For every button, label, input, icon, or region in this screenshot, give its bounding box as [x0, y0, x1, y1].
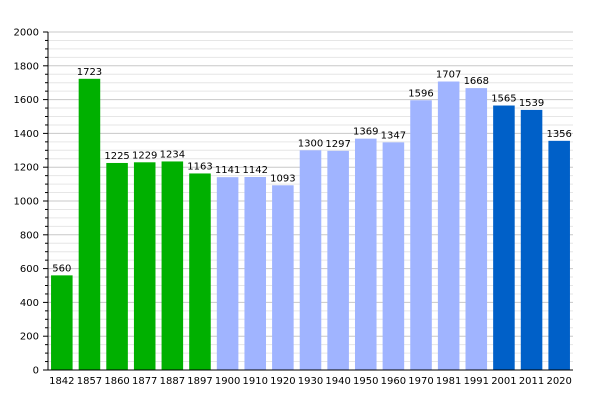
- bar-1877: [133, 162, 156, 370]
- data-label-1940: 1297: [325, 139, 350, 150]
- bar-1900: [216, 177, 239, 370]
- x-tick-label-2001: 2001: [491, 376, 516, 387]
- x-tick-label-1940: 1940: [325, 376, 350, 387]
- bar-1897: [189, 173, 211, 370]
- data-label-2020: 1356: [546, 129, 571, 140]
- bar-1981: [437, 81, 460, 370]
- bar-1860: [106, 162, 128, 370]
- bar-1910: [244, 177, 267, 370]
- x-tick-label-1981: 1981: [436, 376, 461, 387]
- x-tick-label-1842: 1842: [49, 376, 74, 387]
- data-label-1860: 1225: [104, 151, 129, 162]
- y-tick-label-1400: 1400: [14, 129, 39, 140]
- x-tick-label-1860: 1860: [104, 376, 129, 387]
- bar-1991: [465, 88, 488, 370]
- y-tick-label-1200: 1200: [14, 163, 39, 174]
- y-tick-label-1800: 1800: [14, 61, 39, 72]
- bar-2011: [520, 109, 543, 370]
- x-tick-label-2020: 2020: [546, 376, 571, 387]
- y-tick-label-200: 200: [20, 332, 39, 343]
- data-label-1897: 1163: [187, 161, 212, 172]
- y-tick-label-400: 400: [20, 298, 39, 309]
- data-label-1910: 1142: [243, 165, 268, 176]
- x-tick-label-1910: 1910: [243, 376, 268, 387]
- y-tick-label-2000: 2000: [14, 28, 39, 39]
- x-tick-label-1897: 1897: [187, 376, 212, 387]
- bar-1970: [410, 100, 432, 370]
- y-tick-label-800: 800: [20, 230, 39, 241]
- bar-1920: [272, 185, 294, 370]
- data-label-1920: 1093: [270, 173, 295, 184]
- bar-1950: [354, 138, 377, 370]
- data-labels: 5601842172318571225186012291877123418871…: [49, 67, 572, 387]
- x-tick-label-2011: 2011: [519, 376, 544, 387]
- y-tick-label-1600: 1600: [14, 95, 39, 106]
- x-tick-label-1960: 1960: [381, 376, 406, 387]
- bar-1842: [51, 275, 73, 370]
- x-tick-label-1970: 1970: [408, 376, 433, 387]
- bar-1930: [299, 150, 322, 370]
- y-tick-label-600: 600: [20, 264, 39, 275]
- data-label-2011: 1539: [519, 98, 544, 109]
- bar-1960: [382, 142, 405, 370]
- bar-1940: [327, 150, 349, 370]
- data-label-2001: 1565: [491, 94, 516, 105]
- data-label-1900: 1141: [215, 165, 240, 176]
- data-label-1887: 1234: [160, 149, 185, 160]
- y-tick-label-0: 0: [33, 366, 39, 377]
- x-tick-label-1877: 1877: [132, 376, 157, 387]
- x-tick-label-1857: 1857: [77, 376, 102, 387]
- bars: [51, 78, 570, 371]
- axes: 0 200 400 600 800 1000 1200 1400 1600 1800 2000: [14, 28, 573, 377]
- bar-1857: [78, 78, 101, 371]
- bar-2020: [548, 140, 570, 370]
- x-tick-label-1930: 1930: [298, 376, 323, 387]
- data-label-1991: 1668: [464, 76, 489, 87]
- data-label-1877: 1229: [132, 150, 157, 161]
- data-label-1981: 1707: [436, 70, 461, 81]
- data-label-1857: 1723: [77, 67, 102, 78]
- y-tick-label-1000: 1000: [14, 197, 39, 208]
- x-tick-label-1950: 1950: [353, 376, 378, 387]
- data-label-1950: 1369: [353, 127, 378, 138]
- data-label-1842: 560: [52, 263, 71, 274]
- bar-1887: [161, 161, 184, 370]
- data-label-1930: 1300: [298, 138, 323, 149]
- x-tick-label-1887: 1887: [160, 376, 185, 387]
- data-label-1970: 1596: [408, 88, 433, 99]
- x-tick-label-1991: 1991: [464, 376, 489, 387]
- x-tick-label-1920: 1920: [270, 376, 295, 387]
- data-label-1960: 1347: [381, 130, 406, 141]
- bar-2001: [493, 105, 515, 370]
- x-tick-label-1900: 1900: [215, 376, 240, 387]
